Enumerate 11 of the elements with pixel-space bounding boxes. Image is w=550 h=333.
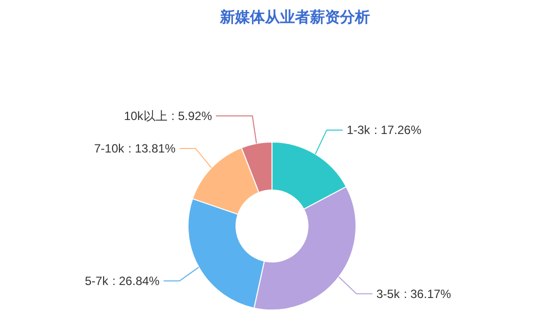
slice-label: 1-3k [346,123,372,138]
data-label: : 36.17% [404,286,452,301]
chart-title: 新媒体从业者薪资分析 [219,8,370,26]
data-label: : 17.26% [374,123,422,138]
slice-label: 3-5k [376,286,401,301]
slice-label: 10k以上 [124,108,168,123]
slice-label: 7-10k [94,141,126,156]
data-label: : 5.92% [171,108,212,123]
data-label: : 26.84% [112,274,160,288]
slice-label: 5-7k [84,274,110,288]
data-label: : 13.81% [128,141,176,156]
